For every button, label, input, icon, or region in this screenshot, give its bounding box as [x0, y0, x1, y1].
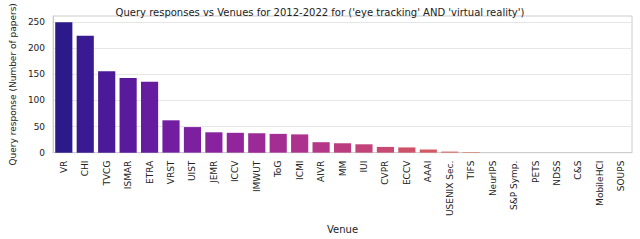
svg-text:ICCV: ICCV	[230, 160, 240, 182]
svg-text:VR: VR	[59, 161, 69, 173]
svg-text:ETRA: ETRA	[145, 160, 155, 184]
svg-text:50: 50	[34, 122, 46, 132]
svg-text:200: 200	[28, 43, 45, 53]
svg-text:MobileHCI: MobileHCI	[595, 161, 605, 206]
svg-text:NDSS: NDSS	[552, 160, 562, 185]
svg-text:TIFS: TIFS	[466, 160, 476, 180]
svg-text:MM: MM	[338, 161, 348, 177]
svg-text:JEMR: JEMR	[209, 161, 219, 184]
svg-text:Venue: Venue	[327, 224, 358, 235]
svg-text:Query responses vs Venues for: Query responses vs Venues for 2012-2022 …	[116, 7, 525, 18]
svg-text:IMWUT: IMWUT	[252, 160, 262, 192]
svg-text:NeurIPS: NeurIPS	[488, 160, 498, 196]
svg-text:150: 150	[28, 69, 45, 79]
svg-text:ToG: ToG	[273, 161, 283, 178]
svg-text:TVCG: TVCG	[102, 161, 112, 187]
svg-text:IUI: IUI	[359, 161, 369, 173]
svg-text:Query response (Number of pape: Query response (Number of papers)	[8, 3, 18, 165]
svg-text:ISMAR: ISMAR	[123, 161, 133, 190]
svg-text:S&P Symp.: S&P Symp.	[509, 161, 519, 210]
svg-text:UIST: UIST	[187, 160, 197, 181]
svg-text:USENIX Sec.: USENIX Sec.	[445, 161, 455, 216]
svg-text:0: 0	[39, 148, 45, 158]
svg-text:AAAI: AAAI	[423, 161, 433, 183]
svg-text:CVPR: CVPR	[380, 161, 390, 185]
svg-text:VRST: VRST	[166, 160, 176, 184]
svg-text:ICMI: ICMI	[295, 161, 305, 180]
svg-text:250: 250	[28, 17, 45, 27]
svg-text:ECCV: ECCV	[402, 160, 412, 185]
svg-text:PETS: PETS	[531, 160, 541, 183]
svg-text:C&S: C&S	[573, 160, 583, 179]
svg-text:AIVR: AIVR	[316, 161, 326, 182]
svg-text:CHI: CHI	[80, 161, 90, 177]
svg-text:SOUPS: SOUPS	[616, 160, 626, 191]
svg-text:100: 100	[28, 95, 45, 105]
